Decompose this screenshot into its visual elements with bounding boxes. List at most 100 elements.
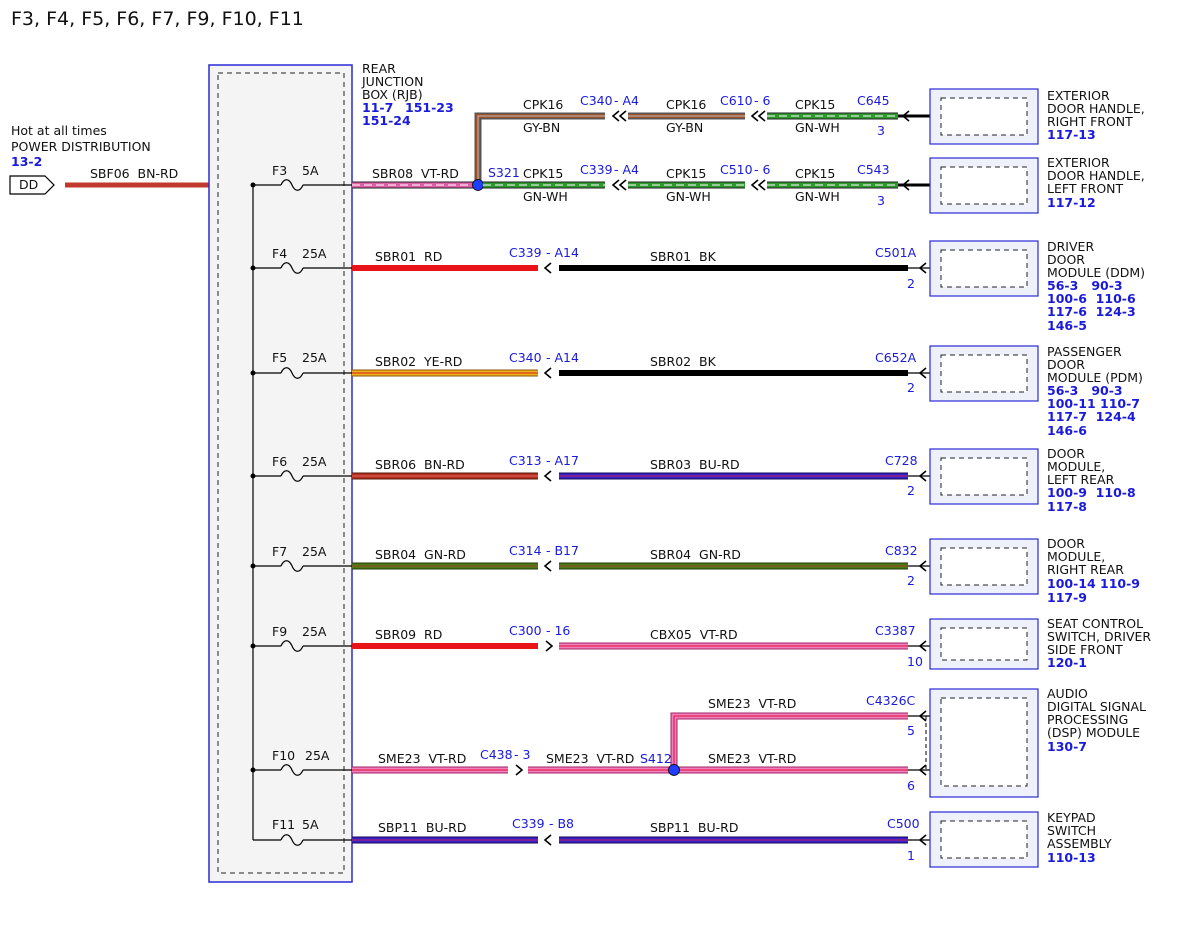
wire-label-cpk16-2: CPK16 — [666, 97, 706, 112]
splice-s321-label: S321 — [488, 165, 520, 180]
component-seat-control-switch: SEAT CONTROL SWITCH, DRIVER SIDE FRONT 1… — [929, 616, 1151, 670]
component-ref-label: 56-3 90-3 — [1047, 278, 1123, 293]
fuse-row-f10: F10 25A — [253, 748, 352, 776]
splice-s321 — [472, 179, 484, 191]
splice-s412-label: S412 — [640, 751, 672, 766]
component-ref-label: 110-13 — [1047, 850, 1096, 865]
component-keypad-switch: KEYPAD SWITCH ASSEMBLY 110-13 — [929, 810, 1112, 868]
component-name-line: DOOR HANDLE, — [1047, 168, 1145, 183]
fuse-row-f5: F5 25A — [253, 350, 352, 379]
fuse-row-f6: F6 25A — [253, 454, 352, 482]
source-line2: POWER DISTRIBUTION — [11, 139, 151, 154]
wire-label-sbf06: SBF06 BN-RD — [90, 166, 178, 181]
conn-c543: C543 — [857, 162, 890, 177]
component-ext-door-handle-rf: EXTERIOR DOOR HANDLE, RIGHT FRONT 117-13 — [929, 88, 1145, 145]
wire-label-sbr01-rd: SBR01 RD — [375, 249, 442, 264]
source-ref: 13-2 — [11, 154, 42, 169]
wire-color-gnwh-3: GN-WH — [666, 189, 711, 204]
conn-c832: C832 — [885, 543, 918, 558]
conn-c339-a14-pin: - A14 — [546, 245, 579, 260]
wire-color-gybn-1: GY-BN — [523, 120, 560, 135]
wire-label-cpk15-1: CPK15 — [795, 97, 835, 112]
wire-label-cbx05: CBX05 VT-RD — [650, 627, 738, 642]
conn-c3387: C3387 — [875, 623, 916, 638]
wire-label-sme23-1: SME23 VT-RD — [378, 751, 466, 766]
conn-c340-a14-pin: - A14 — [546, 350, 579, 365]
rjb-inner — [217, 72, 345, 874]
conn-c510-pin: - 6 — [754, 162, 770, 177]
conn-c300: C300 — [509, 623, 542, 638]
rjb-label-2: JUNCTION — [361, 74, 423, 89]
rjb-outer — [208, 64, 353, 883]
pin-c728: 2 — [907, 483, 915, 498]
component-ref-label: 100-9 110-8 — [1047, 485, 1136, 500]
component-name-line: MODULE (PDM) — [1047, 370, 1143, 385]
component-name-line: EXTERIOR — [1047, 88, 1110, 103]
fuse-f3-label: F3 — [272, 163, 287, 178]
fuse-f5-amps: 25A — [302, 350, 327, 365]
dd-connector — [9, 175, 55, 195]
splice-s412 — [668, 764, 680, 776]
source-line1: Hot at all times — [11, 123, 107, 138]
component-name-line: MODULE (DDM) — [1047, 265, 1145, 280]
fuse-f9-label: F9 — [272, 624, 287, 639]
conn-c4326c: C4326C — [866, 693, 916, 708]
rjb-ref-1b: 151-23 — [405, 100, 454, 115]
wire-label-sbp11-2: SBP11 BU-RD — [650, 820, 738, 835]
conn-c339-a4-pin: - A4 — [614, 162, 639, 177]
pin-c832: 2 — [907, 573, 915, 588]
component-name-line: DOOR — [1047, 536, 1085, 551]
page-title: F3, F4, F5, F6, F7, F9, F10, F11 — [11, 8, 304, 30]
component-door-module-lr: DOOR MODULE, LEFT REAR 100-9 110-8 117-8 — [929, 446, 1136, 514]
component-name-line: AUDIO — [1047, 686, 1088, 701]
component-name-line: SEAT CONTROL — [1047, 616, 1143, 631]
pin-c501a: 2 — [907, 276, 915, 291]
component-ref-label: 146-6 — [1047, 423, 1087, 438]
conn-c340-a-pin: - A4 — [614, 93, 639, 108]
fuse-f6-label: F6 — [272, 454, 287, 469]
fuse-row-f3: F3 5A — [253, 163, 352, 191]
wire-label-cpk15-2: CPK15 — [523, 166, 563, 181]
wire-label-sbr04-2: SBR04 GN-RD — [650, 547, 741, 562]
wire-cpk16-riser — [474, 112, 605, 185]
fuse-f11-amps: 5A — [302, 817, 319, 832]
component-name-line: SWITCH — [1047, 823, 1096, 838]
pin-c652a: 2 — [907, 380, 915, 395]
component-door-module-rr: DOOR MODULE, RIGHT REAR 100-14 110-9 117… — [929, 536, 1140, 605]
component-name-line: DOOR HANDLE, — [1047, 101, 1145, 116]
wire-color-gnwh-1: GN-WH — [795, 120, 840, 135]
component-ref-label: 117-13 — [1047, 127, 1096, 142]
fuse-f9-amps: 25A — [302, 624, 327, 639]
component-name-line: RIGHT REAR — [1047, 562, 1124, 577]
fuse-f4-label: F4 — [272, 246, 287, 261]
fuse-row-f4: F4 25A — [253, 246, 352, 274]
conn-c500: C500 — [887, 816, 920, 831]
rjb-ref-2: 151-24 — [362, 113, 411, 128]
wire-label-sme23-4: SME23 VT-RD — [708, 751, 796, 766]
conn-c314-pin: - B17 — [546, 543, 579, 558]
wire-label-cpk15-3: CPK15 — [666, 166, 706, 181]
component-name-line: DOOR — [1047, 357, 1085, 372]
component-name-line: RIGHT FRONT — [1047, 114, 1133, 129]
conn-c339-b8: C339 — [512, 816, 545, 831]
component-name-line: MODULE, — [1047, 459, 1105, 474]
conn-c300-pin: - 16 — [546, 623, 570, 638]
component-name-line: DOOR — [1047, 252, 1085, 267]
wire-label-sbr09: SBR09 RD — [375, 627, 442, 642]
conn-c438: C438 — [480, 747, 513, 762]
pin-c543: 3 — [877, 193, 885, 208]
wire-label-sbp11-1: SBP11 BU-RD — [378, 820, 466, 835]
component-name-line: DIGITAL SIGNAL — [1047, 699, 1146, 714]
component-ref-label: 117-6 124-3 — [1047, 304, 1136, 319]
pin-c4326c-6: 6 — [907, 778, 915, 793]
component-ext-door-handle-lf: EXTERIOR DOOR HANDLE, LEFT FRONT 117-12 — [929, 155, 1145, 214]
component-ref-label: 56-3 90-3 — [1047, 383, 1123, 398]
pin-c3387: 10 — [907, 654, 923, 669]
wire-label-sme23-2: SME23 VT-RD — [546, 751, 634, 766]
fuse-f4-amps: 25A — [302, 246, 327, 261]
component-name-line: ASSEMBLY — [1047, 836, 1112, 851]
fuse-f7-label: F7 — [272, 544, 287, 559]
pin-c4326c-5: 5 — [907, 723, 915, 738]
fuse-f3-amps: 5A — [302, 163, 319, 178]
component-audio-dsp-module: AUDIO DIGITAL SIGNAL PROCESSING (DSP) MO… — [929, 686, 1146, 798]
